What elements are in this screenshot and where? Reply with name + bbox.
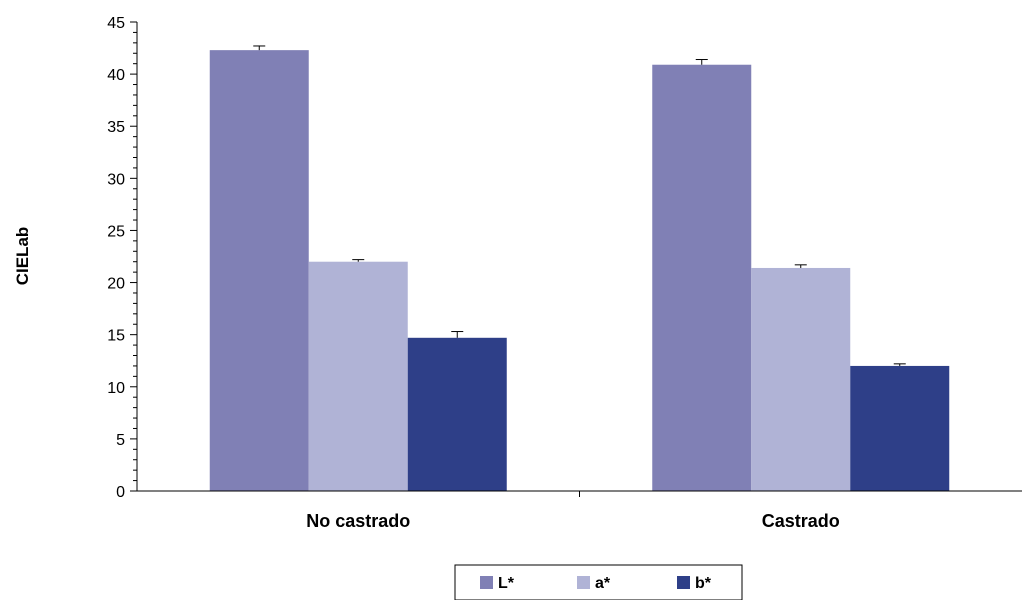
y-tick-label: 25 xyxy=(107,223,125,240)
y-tick-label: 5 xyxy=(116,432,125,449)
legend-label: b* xyxy=(695,575,712,592)
y-tick-label: 45 xyxy=(107,15,125,32)
legend-items: L* a* b* xyxy=(480,575,712,592)
bars xyxy=(209,50,950,491)
bar-L-0 xyxy=(209,50,309,491)
y-tick-label: 35 xyxy=(107,119,125,136)
y-axis-ticks: 0 5 10 15 20 25 30 35 40 45 xyxy=(107,15,137,501)
legend-swatch-L xyxy=(480,576,493,589)
y-tick-label: 30 xyxy=(107,171,125,188)
bar-a-1 xyxy=(751,267,851,491)
bar-b-1 xyxy=(850,365,950,491)
legend-label: a* xyxy=(595,575,611,592)
x-axis-labels: No castrado Castrado xyxy=(306,511,840,531)
y-tick-label: 40 xyxy=(107,67,125,84)
bar-a-0 xyxy=(308,261,408,491)
y-tick-label: 0 xyxy=(116,484,125,501)
error-bars xyxy=(253,45,906,366)
bar-L-1 xyxy=(652,64,752,491)
axes xyxy=(136,22,1022,497)
legend: L* a* b* xyxy=(454,564,743,601)
legend-label: L* xyxy=(498,575,515,592)
legend-swatch-b xyxy=(677,576,690,589)
bar-b-0 xyxy=(407,337,507,491)
y-tick-label: 15 xyxy=(107,328,125,345)
y-axis-title: CIELab xyxy=(13,227,32,286)
x-category-label: No castrado xyxy=(306,511,410,531)
legend-frame xyxy=(454,564,743,601)
legend-swatch-a xyxy=(577,576,590,589)
y-tick-label: 20 xyxy=(107,276,125,293)
x-category-label: Castrado xyxy=(762,511,840,531)
y-tick-label: 10 xyxy=(107,380,125,397)
